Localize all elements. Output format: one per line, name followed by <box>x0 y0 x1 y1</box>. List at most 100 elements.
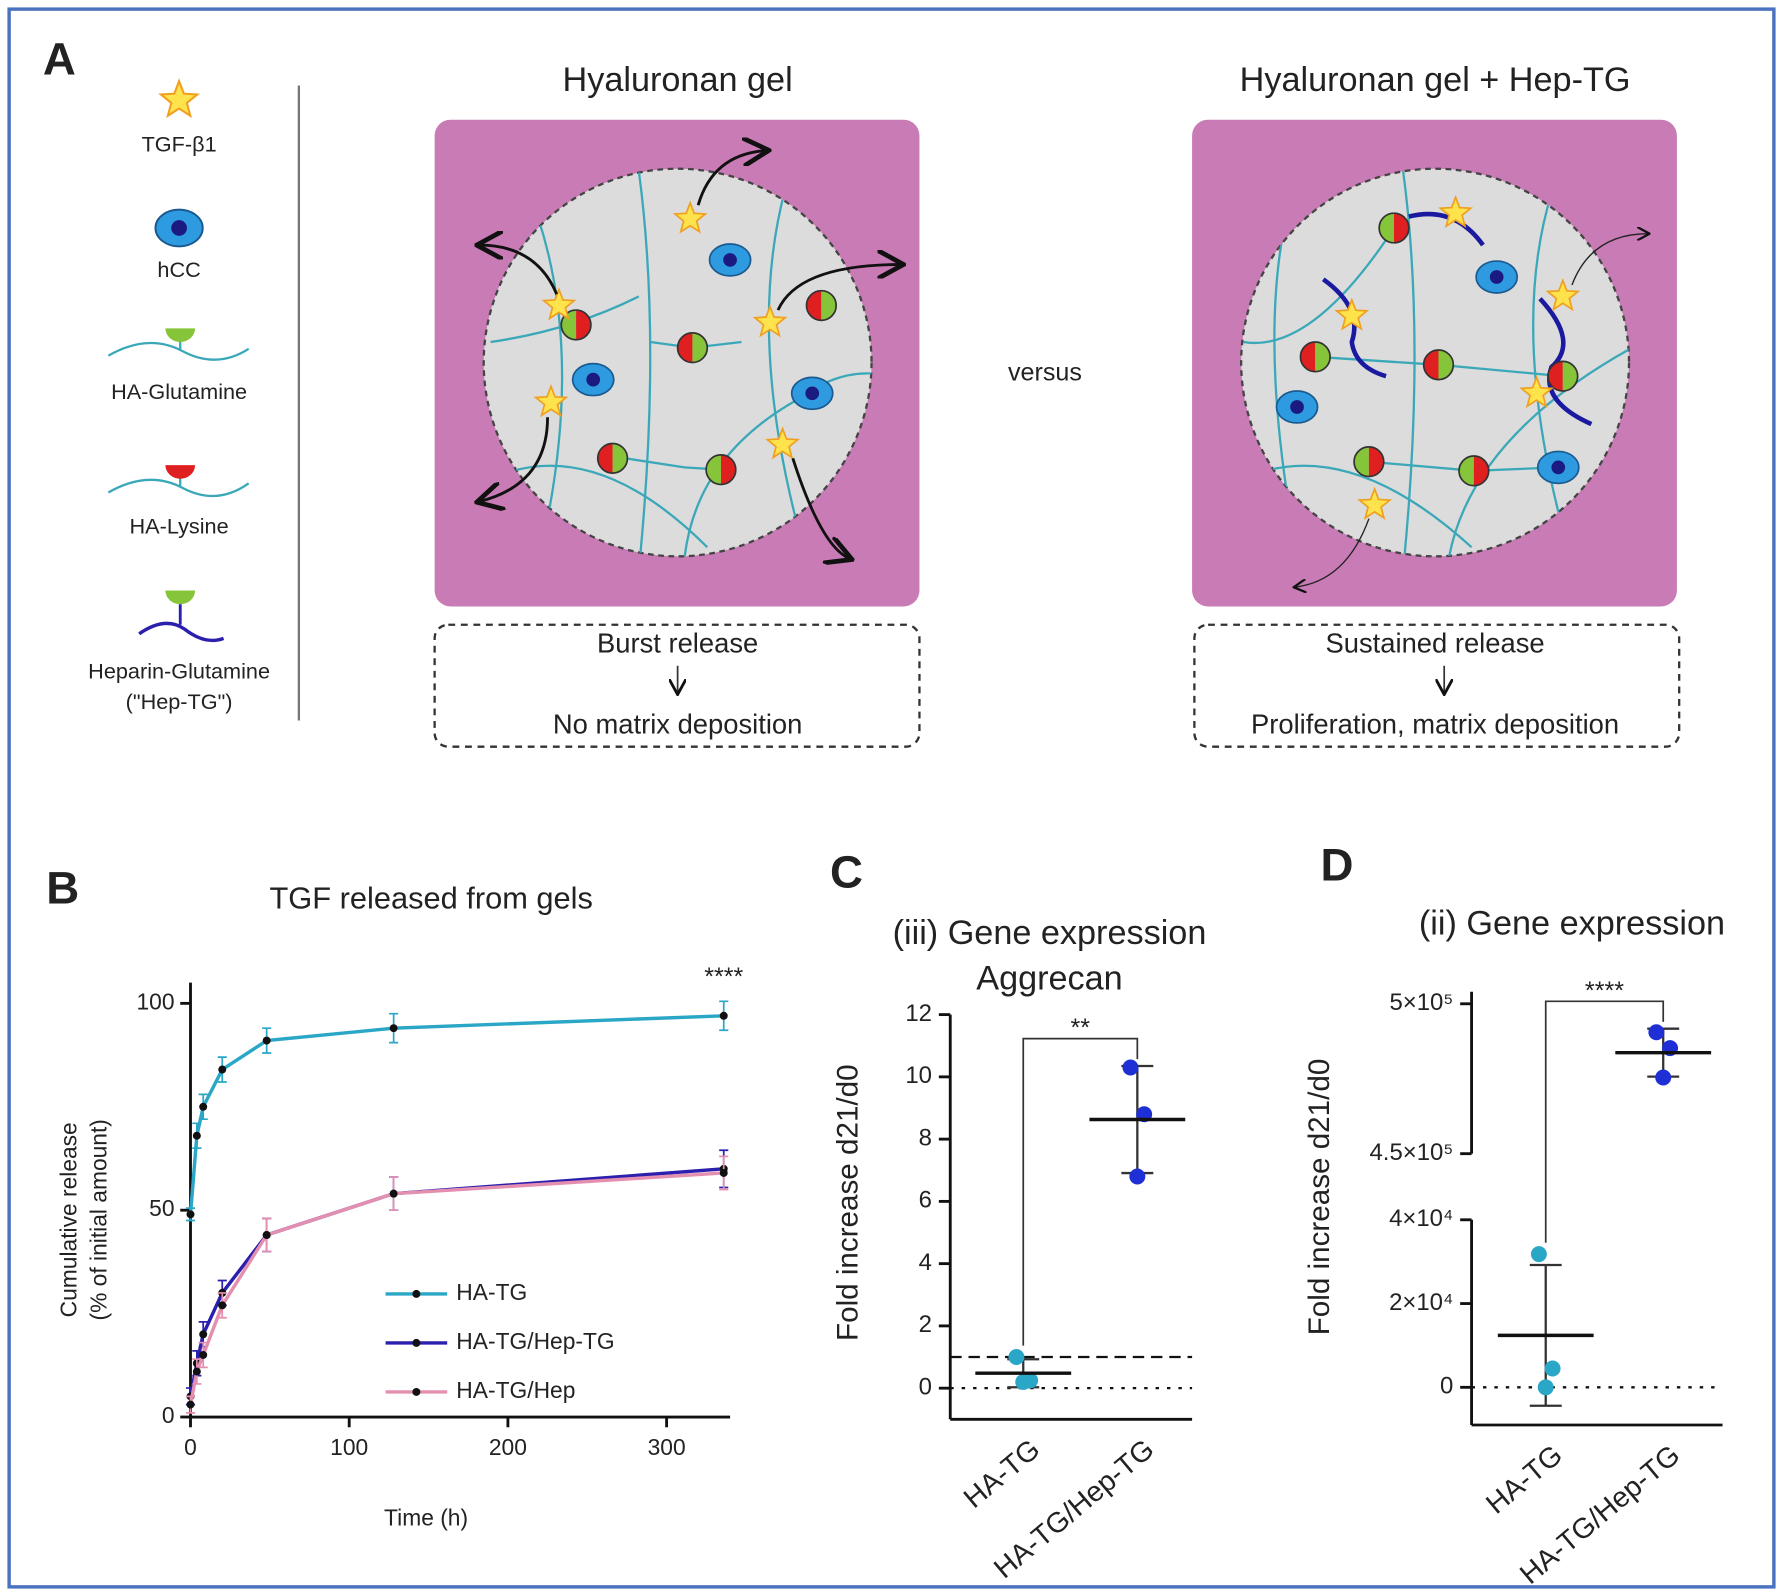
data-point <box>192 1131 201 1140</box>
release-arrows <box>479 150 901 558</box>
panel-label: C <box>830 847 863 898</box>
data-point <box>389 1189 398 1198</box>
x-tick-label: 100 <box>330 1434 368 1460</box>
cell <box>708 243 752 277</box>
legend: TGF-β1 hCC HA-Glutamine HA-Lysine Hepari… <box>88 80 270 714</box>
data-point <box>389 1024 398 1033</box>
legend-label: HA-TG/Hep-TG <box>456 1328 614 1354</box>
cell <box>1475 260 1519 294</box>
outcome-text: Burst release <box>597 627 758 658</box>
fiber <box>767 182 812 557</box>
significance-bracket <box>1544 1000 1665 1243</box>
y-tick-label: 2×10⁴ <box>1389 1289 1453 1316</box>
x-tick-label: 0 <box>184 1434 197 1460</box>
arrow <box>479 417 549 501</box>
ha-chain <box>107 341 250 361</box>
data-point <box>262 1036 271 1045</box>
panel-label: A <box>43 34 76 85</box>
data-point <box>1129 1168 1146 1185</box>
crosslink <box>705 454 737 486</box>
data-point <box>1015 1373 1032 1390</box>
legend-marker <box>412 1338 421 1347</box>
series-line <box>188 1014 724 1215</box>
x-tick-label: 300 <box>648 1434 686 1460</box>
data-point <box>186 1400 195 1409</box>
star-icon <box>159 80 199 117</box>
legend-label: HA-TG/Hep <box>456 1377 575 1403</box>
data-point <box>1530 1246 1547 1263</box>
data-point <box>199 1350 208 1359</box>
legend-label: TGF-β1 <box>142 132 217 157</box>
fiber <box>637 170 652 557</box>
glutamine-icon <box>165 590 196 605</box>
data-point <box>719 1168 728 1177</box>
data-point <box>199 1330 208 1339</box>
data-point <box>199 1102 208 1111</box>
cell <box>1536 450 1580 485</box>
data-point <box>218 1301 227 1310</box>
y-axis-label: Fold increase d21/d0 <box>1303 1059 1336 1336</box>
figure-border <box>7 7 1776 1589</box>
glutamine-icon <box>165 328 196 342</box>
cell-icon <box>154 208 204 248</box>
arrow <box>1571 234 1648 286</box>
crosslink <box>596 442 629 474</box>
release-arrows <box>1295 234 1649 587</box>
heparin-chain <box>138 621 225 643</box>
x-axis-label: Time (h) <box>384 1505 468 1531</box>
outcome-box <box>433 623 921 748</box>
y-tick-label: 50 <box>149 1195 174 1221</box>
x-tick-label: HA-TG <box>958 1433 1047 1514</box>
lysine-icon <box>165 465 196 479</box>
data-point <box>1655 1069 1672 1086</box>
y-tick-label: 8 <box>919 1124 932 1151</box>
fiber <box>1243 227 1395 345</box>
heparin-chain <box>1321 277 1387 379</box>
chart-title: (ii) Gene expression <box>1419 905 1725 943</box>
fiber <box>490 464 709 549</box>
legend-marker <box>412 1387 421 1396</box>
panel-label: D <box>1320 840 1353 891</box>
y-tick-label: 0 <box>919 1374 932 1401</box>
crosslink <box>1378 212 1410 244</box>
significance-label: **** <box>1585 977 1624 1005</box>
data-point <box>719 1011 728 1020</box>
data-point <box>1537 1379 1554 1396</box>
legend-label: Heparin-Glutamine <box>88 658 270 683</box>
crosslink <box>1547 360 1579 392</box>
y-tick-label: 12 <box>905 1000 932 1027</box>
outcome-box <box>1193 623 1681 748</box>
y-tick-label: 2 <box>919 1311 932 1338</box>
cell <box>1275 390 1319 424</box>
x-tick-label: HA-TG <box>1480 1439 1569 1520</box>
chart-subtitle: Aggrecan <box>976 959 1122 997</box>
y-tick-label: 0 <box>162 1402 175 1428</box>
arrow <box>791 457 850 558</box>
legend-label: HA-Glutamine <box>111 379 247 404</box>
data-point <box>186 1210 195 1219</box>
y-tick-label: 4 <box>919 1249 932 1276</box>
y-tick-label: 0 <box>1440 1373 1453 1400</box>
crosslink <box>1422 349 1455 381</box>
cell <box>790 376 834 411</box>
crosslink <box>1299 341 1331 373</box>
x-tick-label: 200 <box>489 1434 527 1460</box>
data-point <box>1544 1360 1561 1377</box>
data-point <box>1122 1059 1139 1076</box>
legend-label: HA-Lysine <box>130 514 229 539</box>
y-tick-label: 5×10⁵ <box>1389 989 1453 1016</box>
arrow <box>696 150 766 206</box>
gel-sphere <box>482 167 873 558</box>
data-point <box>262 1231 271 1240</box>
y-tick-label: 100 <box>136 988 174 1014</box>
annotation: **** <box>704 963 743 991</box>
gel-title: Hyaluronan gel <box>563 61 793 99</box>
fiber <box>1447 340 1629 557</box>
y-axis-label: Cumulative release <box>56 1122 82 1317</box>
data-point <box>192 1367 201 1376</box>
outcome-text: Proliferation, matrix deposition <box>1251 708 1619 739</box>
y-tick-label: 4.5×10⁵ <box>1369 1139 1453 1166</box>
arrow <box>479 245 559 295</box>
crosslink <box>805 289 838 322</box>
crosslink <box>1353 446 1385 478</box>
